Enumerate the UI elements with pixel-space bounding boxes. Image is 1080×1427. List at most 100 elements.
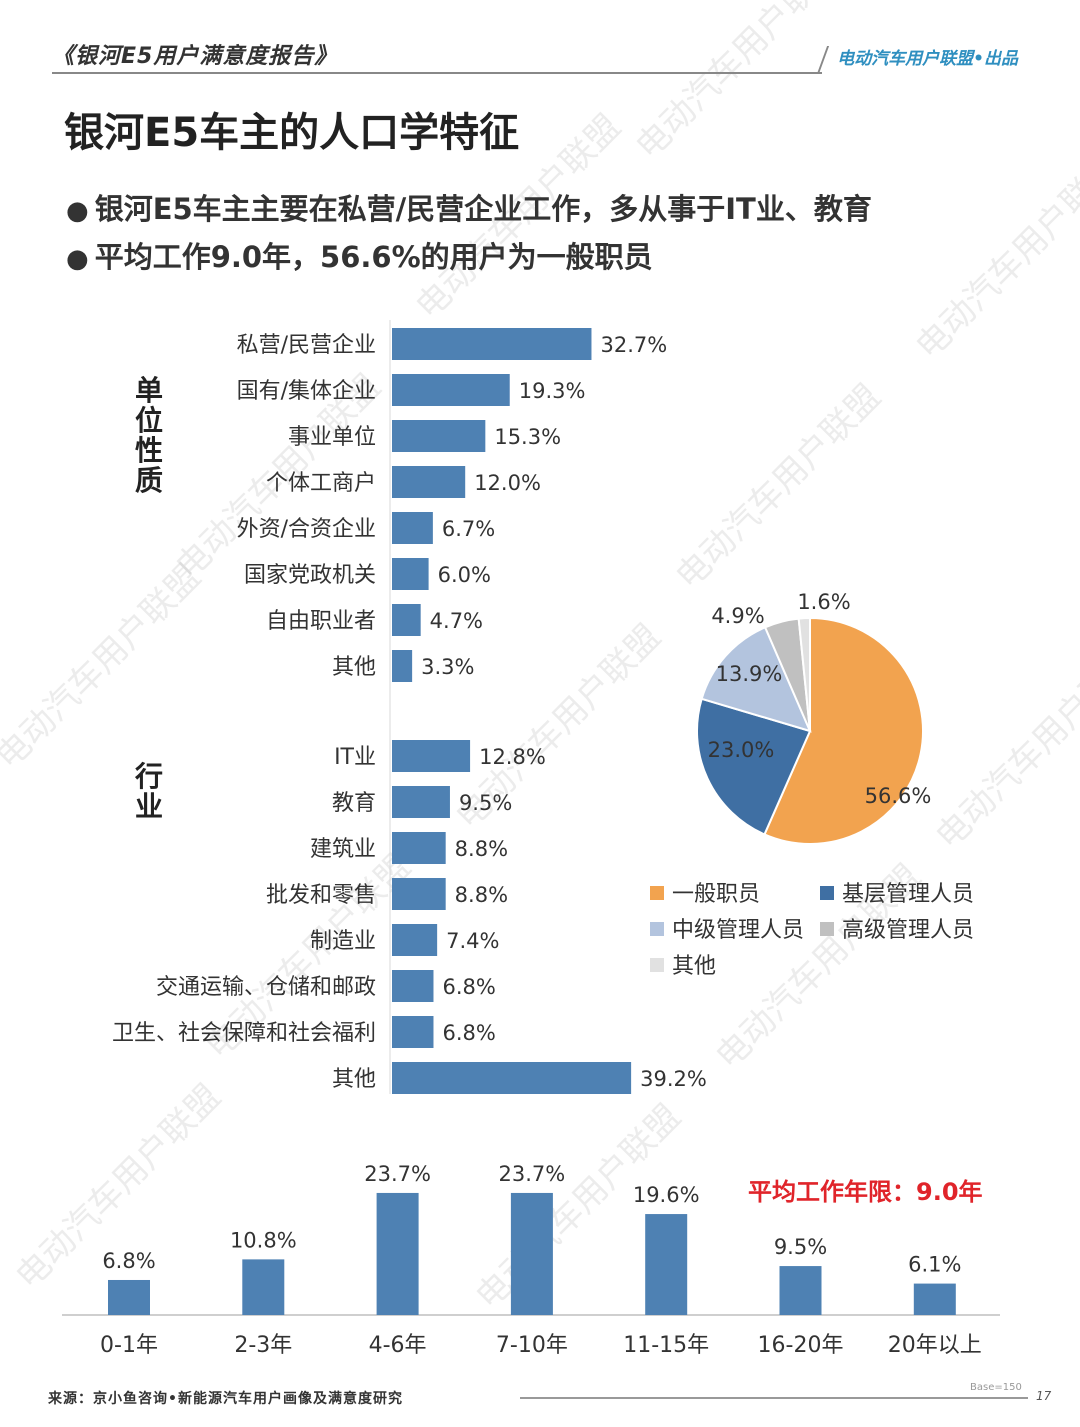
vbar-category-label: 2-3年: [234, 1333, 292, 1358]
hbar: [392, 466, 466, 498]
hbar-category-label: 国有/集体企业: [237, 379, 376, 404]
pie-value-label: 56.6%: [865, 784, 932, 808]
legend-item: 其他: [650, 948, 716, 980]
hbar-value-label: 8.8%: [455, 837, 508, 861]
hbar-category-label: 交通运输、仓储和邮政: [156, 975, 376, 1000]
bullet-point: ● 平均工作9.0年，56.6%的用户为一般职员: [66, 234, 653, 276]
legend-swatch: [650, 958, 664, 972]
hbar: [392, 328, 592, 360]
hbar-category-label: 其他: [332, 655, 376, 680]
hbar-category-label: IT业: [334, 745, 376, 770]
brand-label: 电动汽车用户联盟•出品: [837, 49, 1018, 69]
vbar-value-label: 9.5%: [774, 1235, 827, 1259]
pie-slice: [797, 616, 811, 732]
legend-item: 基层管理人员: [820, 876, 974, 908]
hbar-value-label: 9.5%: [459, 791, 512, 815]
hbar: [392, 420, 486, 452]
hbar-category-label: 个体工商户: [266, 471, 376, 496]
vbar-category-label: 0-1年: [100, 1333, 158, 1358]
hbar-category-label: 制造业: [310, 929, 376, 954]
average-years-annotation: 平均工作年限：9.0年: [748, 1178, 983, 1206]
hbar: [392, 604, 421, 636]
base-size: Base=150: [970, 1382, 1022, 1393]
pie-value-label: 1.6%: [797, 590, 850, 614]
hbar-category-label: 事业单位: [288, 425, 376, 450]
vbar-value-label: 6.8%: [102, 1249, 155, 1273]
vbar-category-label: 7-10年: [496, 1333, 568, 1358]
legend-label: 高级管理人员: [842, 918, 975, 943]
hbar-value-label: 6.0%: [438, 563, 491, 587]
page-number: 17: [1036, 1389, 1052, 1403]
hbar: [392, 1062, 632, 1094]
hbar-value-label: 39.2%: [640, 1067, 707, 1091]
hbar-value-label: 6.8%: [442, 975, 495, 999]
bullet-point: ● 银河E5车主主要在私营/民营企业工作，多从事于IT业、教育: [66, 186, 872, 228]
legend-swatch: [820, 922, 834, 936]
legend-label: 基层管理人员: [842, 882, 975, 907]
hbar: [392, 558, 429, 590]
report-title: 《银河E5用户满意度报告》: [52, 44, 338, 69]
bullet-dot-icon: ●: [66, 196, 89, 226]
hbar-category-label: 外资/合资企业: [237, 517, 376, 542]
hbar-category-label: 其他: [332, 1067, 376, 1092]
vbar-category-label: 4-6年: [369, 1333, 427, 1358]
vbar: [645, 1214, 688, 1315]
vbar-value-label: 6.1%: [908, 1253, 961, 1277]
pie-value-label: 4.9%: [711, 604, 764, 628]
hbar-category-label: 私营/民营企业: [237, 333, 376, 358]
vbar: [108, 1279, 150, 1315]
hbar-value-label: 8.8%: [455, 883, 508, 907]
header-divider: [52, 72, 822, 74]
page-title: 银河E5车主的人口学特征: [64, 110, 520, 156]
vbar: [510, 1192, 553, 1315]
legend-item: 一般职员: [650, 876, 760, 908]
bullet-text: 银河E5车主主要在私营/民营企业工作，多从事于IT业、教育: [94, 192, 872, 226]
hbar: [392, 878, 446, 910]
hbar: [392, 740, 471, 772]
hbar: [392, 512, 433, 544]
vbar-category-label: 11-15年: [623, 1333, 709, 1358]
legend-swatch: [650, 886, 664, 900]
source-note: 来源：京小鱼咨询•新能源汽车用户画像及满意度研究: [48, 1391, 403, 1407]
hbar-value-label: 3.3%: [421, 655, 474, 679]
hbar-category-label: 建筑业: [310, 837, 376, 862]
hbar: [392, 832, 446, 864]
hbar: [392, 374, 510, 406]
vbar-value-label: 10.8%: [230, 1228, 297, 1252]
vbar: [913, 1283, 956, 1315]
vbar-category-label: 16-20年: [758, 1333, 844, 1358]
hbar: [392, 1016, 434, 1048]
footer-divider: [520, 1397, 1028, 1399]
bullet-dot-icon: ●: [66, 244, 89, 274]
group-label-industry: 行业: [134, 760, 163, 823]
hbar-category-label: 教育: [332, 791, 376, 816]
legend-label: 其他: [672, 954, 717, 979]
pie-value-label: 13.9%: [716, 662, 783, 686]
vbar: [376, 1192, 419, 1315]
legend-swatch: [650, 922, 664, 936]
legend-label: 一般职员: [672, 882, 761, 907]
hbar: [392, 924, 438, 956]
hbar-value-label: 4.7%: [430, 609, 483, 633]
hbar: [392, 970, 434, 1002]
hbar-value-label: 6.7%: [442, 517, 495, 541]
hbar-value-label: 6.8%: [442, 1021, 495, 1045]
hbar-category-label: 批发和零售: [266, 883, 376, 908]
legend-item: 中级管理人员: [650, 912, 804, 944]
hbar-value-label: 7.4%: [446, 929, 499, 953]
vbar: [779, 1266, 822, 1315]
hbar-value-label: 32.7%: [600, 333, 667, 357]
legend-item: 高级管理人员: [820, 912, 974, 944]
group-label-unit-type: 单位性质: [134, 374, 163, 497]
hbar-category-label: 自由职业者: [266, 609, 376, 634]
hbar-category-label: 卫生、社会保障和社会福利: [112, 1021, 376, 1046]
hbar-value-label: 19.3%: [519, 379, 586, 403]
hbar: [392, 786, 450, 818]
legend-swatch: [820, 886, 834, 900]
hbar-category-label: 国家党政机关: [244, 563, 376, 588]
vbar-category-label: 20年以上: [888, 1333, 982, 1358]
pie-slice: [763, 616, 924, 845]
vbar-value-label: 23.7%: [499, 1162, 566, 1186]
bullet-text: 平均工作9.0年，56.6%的用户为一般职员: [94, 240, 653, 274]
hbar-value-label: 15.3%: [494, 425, 561, 449]
